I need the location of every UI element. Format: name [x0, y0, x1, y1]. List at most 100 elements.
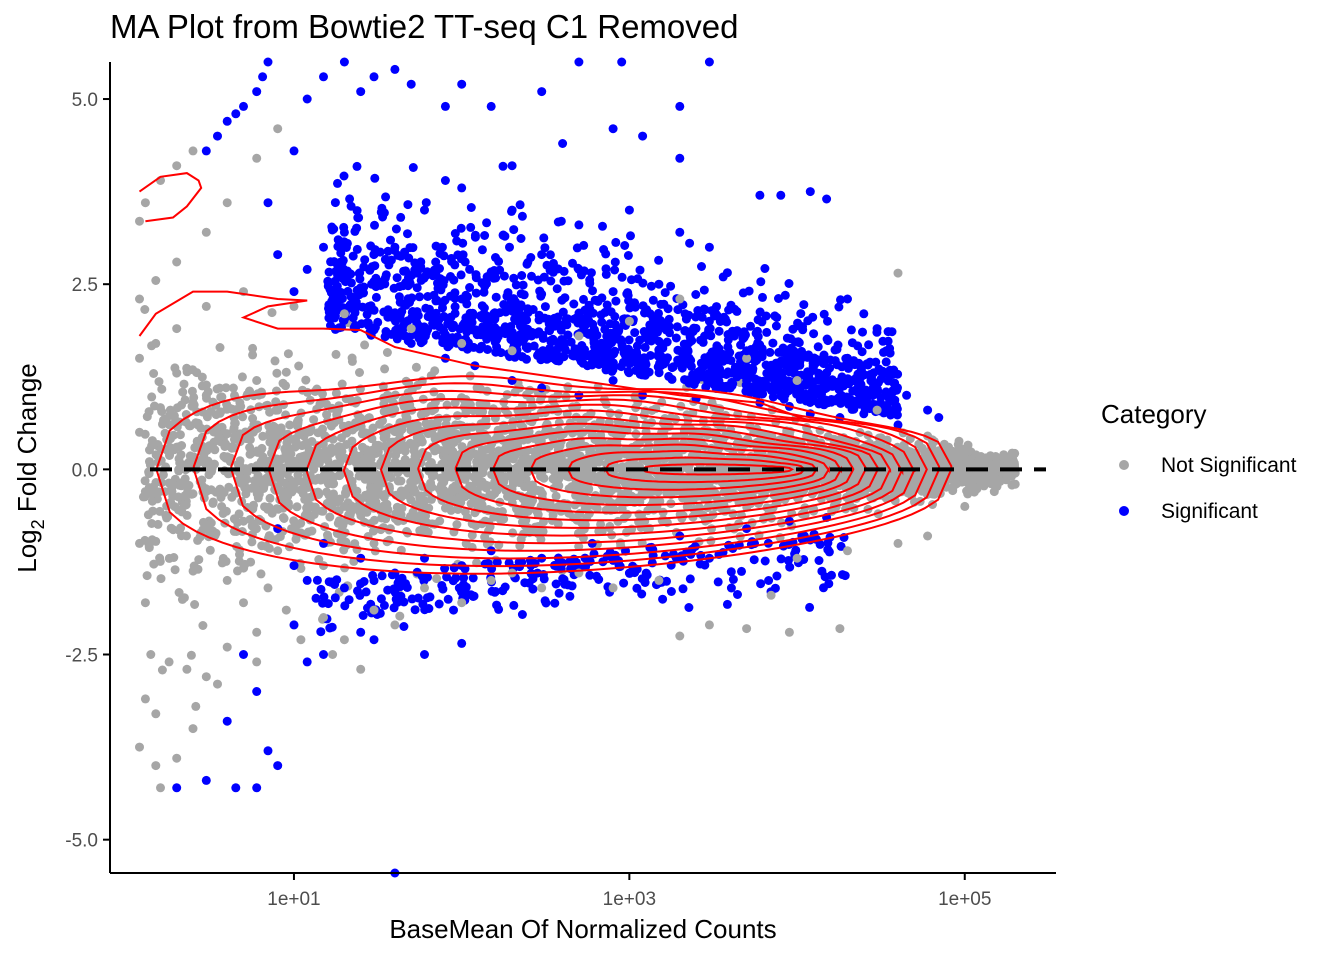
point-not-significant — [393, 476, 403, 486]
point-not-significant — [513, 405, 523, 415]
point-significant — [557, 335, 567, 344]
point-not-significant — [516, 534, 526, 544]
point-significant — [352, 161, 362, 171]
point-significant — [809, 329, 819, 339]
point-not-significant — [858, 480, 868, 490]
point-not-significant — [485, 490, 495, 500]
point-significant — [725, 348, 735, 357]
point-significant — [491, 292, 501, 302]
point-not-significant — [326, 421, 336, 431]
point-not-significant — [917, 443, 927, 453]
point-not-significant — [496, 515, 505, 525]
point-significant — [325, 311, 335, 320]
point-not-significant — [179, 593, 189, 603]
point-significant — [403, 229, 412, 239]
point-not-significant — [460, 507, 470, 517]
point-not-significant — [145, 457, 154, 467]
point-significant — [387, 329, 397, 339]
point-not-significant — [446, 453, 456, 463]
point-significant — [685, 238, 695, 248]
point-significant — [654, 368, 664, 378]
point-not-significant — [321, 399, 331, 409]
point-not-significant — [217, 502, 227, 511]
point-significant — [852, 384, 862, 393]
point-significant — [337, 294, 347, 304]
point-significant — [482, 279, 491, 289]
point-significant — [552, 284, 562, 294]
point-not-significant — [203, 456, 213, 466]
point-not-significant — [154, 377, 164, 387]
point-significant — [324, 303, 333, 313]
point-significant — [797, 346, 807, 356]
point-significant — [672, 322, 682, 332]
point-not-significant — [566, 456, 576, 466]
point-not-significant — [248, 343, 258, 353]
point-not-significant — [345, 510, 355, 520]
point-not-significant — [377, 513, 387, 523]
point-not-significant — [422, 451, 432, 461]
point-not-significant — [150, 401, 159, 411]
point-not-significant — [151, 450, 161, 460]
point-significant — [324, 267, 334, 277]
point-not-significant — [201, 380, 211, 390]
point-significant — [624, 368, 634, 378]
point-significant — [500, 231, 510, 241]
point-not-significant — [716, 466, 726, 475]
point-significant — [579, 294, 588, 304]
point-not-significant — [172, 403, 182, 413]
point-significant — [819, 309, 829, 319]
point-not-significant — [588, 430, 597, 440]
point-not-significant — [513, 439, 523, 449]
point-significant — [606, 307, 616, 317]
point-significant — [632, 350, 642, 360]
point-not-significant — [447, 472, 457, 482]
point-significant — [516, 234, 526, 243]
point-not-significant — [390, 427, 400, 437]
point-significant — [814, 399, 824, 409]
point-not-significant — [421, 408, 431, 418]
point-not-significant — [662, 488, 672, 498]
point-not-significant — [329, 489, 338, 499]
point-not-significant — [272, 386, 281, 396]
point-significant — [648, 295, 658, 305]
point-not-significant — [899, 458, 909, 468]
point-significant — [513, 314, 523, 324]
point-not-significant — [415, 526, 425, 536]
point-not-significant — [549, 453, 559, 463]
point-significant — [466, 203, 476, 212]
point-significant — [330, 198, 340, 208]
point-significant — [517, 211, 527, 221]
point-not-significant — [557, 470, 567, 480]
point-not-significant — [360, 474, 370, 484]
point-not-significant — [893, 449, 903, 459]
point-not-significant — [309, 415, 319, 425]
point-significant — [772, 313, 782, 322]
point-significant — [423, 292, 433, 301]
point-significant — [384, 260, 394, 270]
point-not-significant — [503, 424, 513, 434]
point-not-significant — [247, 537, 257, 547]
point-not-significant — [167, 480, 177, 490]
point-not-significant — [380, 364, 390, 374]
point-not-significant — [551, 491, 561, 501]
point-significant — [697, 262, 706, 271]
point-not-significant — [439, 485, 449, 495]
point-significant — [529, 341, 539, 351]
point-not-significant — [310, 387, 320, 396]
point-significant — [635, 335, 645, 345]
point-significant — [738, 288, 748, 298]
point-significant — [796, 309, 806, 319]
point-significant — [691, 290, 701, 299]
point-not-significant — [382, 348, 392, 357]
point-not-significant — [234, 509, 244, 519]
point-significant — [521, 342, 531, 352]
point-significant — [505, 242, 514, 252]
point-significant — [509, 225, 519, 235]
point-significant — [823, 316, 832, 326]
point-not-significant — [482, 459, 492, 469]
point-not-significant — [341, 489, 351, 499]
point-not-significant — [442, 413, 452, 423]
point-not-significant — [280, 494, 290, 503]
point-not-significant — [272, 504, 282, 514]
point-not-significant — [265, 493, 275, 503]
